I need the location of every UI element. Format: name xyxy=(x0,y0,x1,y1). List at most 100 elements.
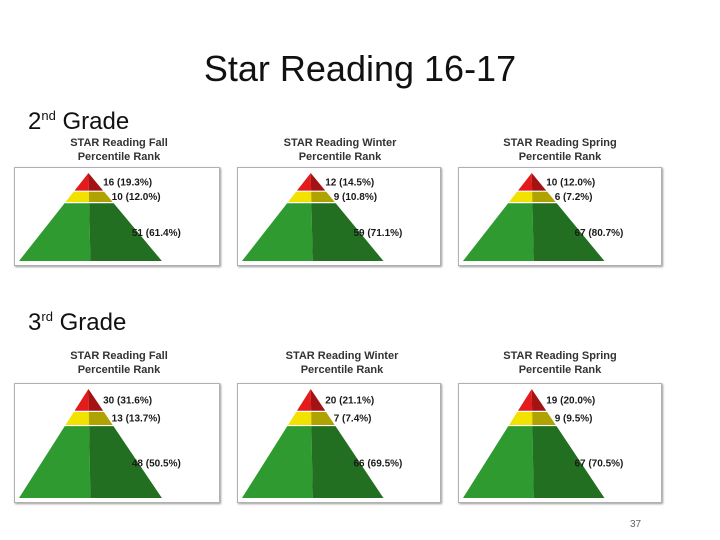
tier-label-bottom: 59 (71.1%) xyxy=(353,228,402,239)
pyramid-face-left xyxy=(296,173,312,191)
panel-title-line: Percentile Rank xyxy=(300,364,384,376)
pyramid-chart-2nd-fall: 16 (19.3%) 10 (12.0%) 51 (61.4%) xyxy=(14,167,220,266)
pyramid-face-right xyxy=(311,191,335,203)
pyramid-tier-top xyxy=(74,389,104,411)
tier-label-bottom: 66 (69.5%) xyxy=(353,458,402,469)
tier-label-top: 30 (31.6%) xyxy=(103,395,152,406)
pyramid-face-left xyxy=(288,412,312,425)
pyramid-tier-middle xyxy=(65,191,113,203)
pyramid-svg: 12 (14.5%) 9 (10.8%) 59 (71.1%) xyxy=(242,173,402,261)
pyramid-face-left xyxy=(288,191,312,203)
pyramid-tier-bottom xyxy=(463,426,605,498)
pyramid-tier-top xyxy=(296,389,326,411)
pyramid-face-right xyxy=(89,203,162,261)
pyramid-face-right xyxy=(532,203,605,261)
tier-label-middle: 13 (13.7%) xyxy=(112,413,161,424)
pyramid-face-left xyxy=(517,173,533,191)
pyramid-face-left xyxy=(65,191,90,203)
slide-title: Star Reading 16-17 xyxy=(203,48,517,89)
tier-label-middle: 10 (12.0%) xyxy=(112,192,161,203)
pyramid-face-right xyxy=(311,412,335,425)
pyramid-face-left xyxy=(509,191,533,203)
pyramid-tier-middle xyxy=(65,412,113,425)
tier-label-top: 16 (19.3%) xyxy=(103,177,152,188)
panel-title-3rd-winter: STAR Reading Winter Percentile Rank xyxy=(264,349,420,377)
pyramid-face-left xyxy=(509,412,533,425)
pyramid-tier-top xyxy=(74,173,104,191)
pyramid-face-left xyxy=(65,412,90,425)
tier-label-bottom: 67 (70.5%) xyxy=(574,458,623,469)
panel-title-line: STAR Reading Fall xyxy=(70,137,168,149)
pyramid-svg: 19 (20.0%) 9 (9.5%) 67 (70.5%) xyxy=(463,389,623,498)
panel-title-line: STAR Reading Spring xyxy=(503,350,617,362)
pyramid-chart-3rd-spring: 19 (20.0%) 9 (9.5%) 67 (70.5%) xyxy=(458,383,662,503)
pyramid-chart-2nd-winter: 12 (14.5%) 9 (10.8%) 59 (71.1%) xyxy=(237,167,441,266)
panel-title-2nd-fall: STAR Reading Fall Percentile Rank xyxy=(44,136,194,164)
panel-title-line: Percentile Rank xyxy=(77,364,161,376)
grade-label-2nd: 2nd Grade xyxy=(28,108,129,136)
pyramid-face-right xyxy=(310,389,326,411)
tier-label-middle: 9 (10.8%) xyxy=(334,192,377,203)
panel-title-line: STAR Reading Winter xyxy=(285,350,399,362)
pyramid-face-right xyxy=(88,173,104,191)
pyramid-face-left xyxy=(74,173,89,191)
pyramid-tier-bottom xyxy=(19,426,162,498)
panel-title-line: STAR Reading Spring xyxy=(503,137,617,149)
pyramid-face-right xyxy=(532,412,556,425)
grade-ordinal-suffix: rd xyxy=(41,309,53,324)
pyramid-face-left xyxy=(242,426,313,498)
pyramid-face-left xyxy=(19,203,91,261)
grade-number: 3 xyxy=(28,309,42,336)
tier-label-top: 19 (20.0%) xyxy=(546,395,595,406)
pyramid-face-right xyxy=(311,426,384,498)
panel-title-3rd-fall: STAR Reading Fall Percentile Rank xyxy=(44,349,194,377)
tier-label-top: 12 (14.5%) xyxy=(325,177,374,188)
pyramid-face-left xyxy=(463,426,534,498)
grade-label-3rd: 3rd Grade xyxy=(28,309,126,337)
pyramid-face-left xyxy=(74,389,89,411)
pyramid-chart-2nd-spring: 10 (12.0%) 6 (7.2%) 67 (80.7%) xyxy=(458,167,662,266)
pyramid-svg: 20 (21.1%) 7 (7.4%) 66 (69.5%) xyxy=(242,389,402,498)
pyramid-tier-top xyxy=(296,173,326,191)
grade-ordinal-suffix: nd xyxy=(41,108,56,123)
panel-title-line: STAR Reading Fall xyxy=(70,350,168,362)
panel-title-2nd-winter: STAR Reading Winter Percentile Rank xyxy=(262,136,418,164)
pyramid-face-right xyxy=(89,426,162,498)
pyramid-svg: 16 (19.3%) 10 (12.0%) 51 (61.4%) xyxy=(19,173,181,261)
pyramid-face-right xyxy=(531,389,547,411)
pyramid-chart-3rd-fall: 30 (31.6%) 13 (13.7%) 48 (50.5%) xyxy=(14,383,220,503)
pyramid-svg: 10 (12.0%) 6 (7.2%) 67 (80.7%) xyxy=(463,173,623,261)
pyramid-face-right xyxy=(88,389,104,411)
tier-label-top: 10 (12.0%) xyxy=(546,177,595,188)
pyramid-face-right xyxy=(88,412,113,425)
tier-label-bottom: 48 (50.5%) xyxy=(132,458,181,469)
slide-number: 37 xyxy=(630,519,642,530)
pyramid-face-right xyxy=(311,203,384,261)
panel-title-line: Percentile Rank xyxy=(77,151,161,163)
panel-title-line: Percentile Rank xyxy=(518,151,602,163)
pyramid-chart-3rd-winter: 20 (21.1%) 7 (7.4%) 66 (69.5%) xyxy=(237,383,441,503)
pyramid-face-left xyxy=(296,389,312,411)
panel-title-line: Percentile Rank xyxy=(298,151,382,163)
tier-label-bottom: 51 (61.4%) xyxy=(132,228,181,239)
pyramid-svg: 30 (31.6%) 13 (13.7%) 48 (50.5%) xyxy=(19,389,181,498)
pyramid-face-right xyxy=(532,191,556,203)
grade-word: Grade xyxy=(59,309,127,336)
pyramid-face-right xyxy=(88,191,113,203)
tier-label-middle: 6 (7.2%) xyxy=(555,192,593,203)
pyramid-face-left xyxy=(517,389,533,411)
pyramid-tier-bottom xyxy=(19,203,162,261)
tier-label-middle: 7 (7.4%) xyxy=(334,413,372,424)
pyramid-tier-middle xyxy=(288,191,335,203)
tier-label-top: 20 (21.1%) xyxy=(325,395,374,406)
tier-label-bottom: 67 (80.7%) xyxy=(574,228,623,239)
panel-title-3rd-spring: STAR Reading Spring Percentile Rank xyxy=(484,349,636,377)
pyramid-tier-bottom xyxy=(242,426,384,498)
grade-number: 2 xyxy=(28,108,42,135)
pyramid-tier-top xyxy=(517,173,547,191)
pyramid-tier-middle xyxy=(509,412,556,425)
pyramid-face-right xyxy=(532,426,605,498)
pyramid-tier-bottom xyxy=(242,203,384,261)
pyramid-face-left xyxy=(463,203,534,261)
pyramid-tier-top xyxy=(517,389,547,411)
